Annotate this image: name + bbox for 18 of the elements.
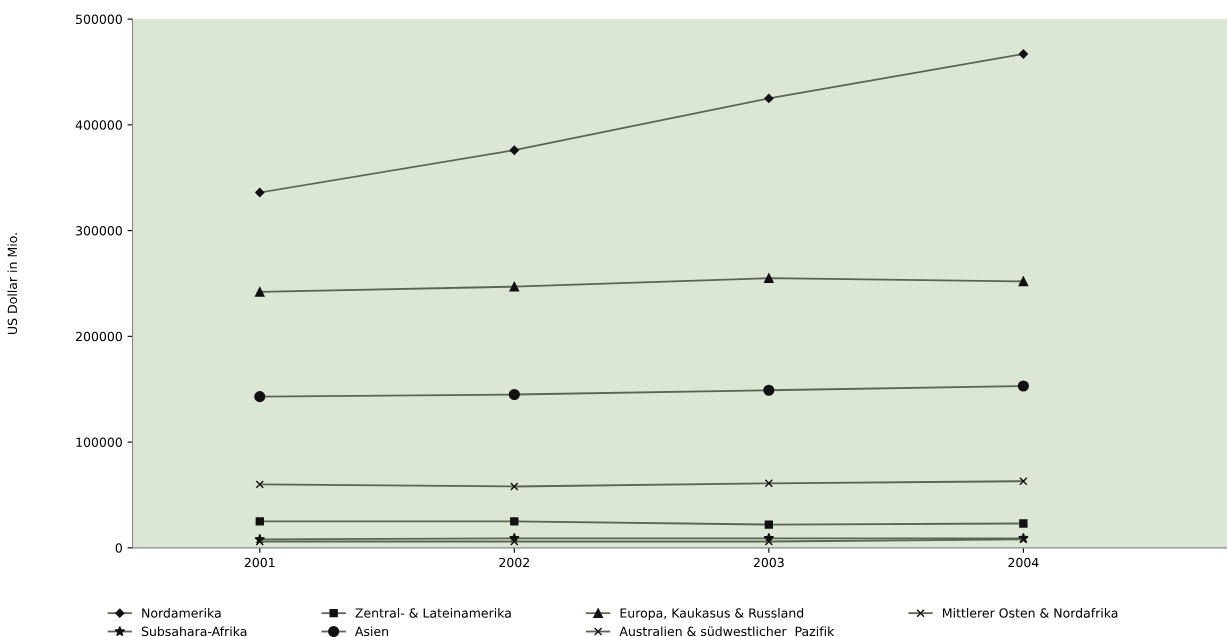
legend-label: Europa, Kaukasus & Russland (620, 608, 804, 621)
x-tick-label: 2003 (753, 557, 784, 568)
y-tick-label: 100000 (76, 437, 122, 447)
legend-label: Mittlerer Osten & Nordafrika (943, 608, 1118, 618)
y-axis-title: US Dollar in Mio. (7, 233, 18, 334)
y-tick-label: 400000 (75, 120, 122, 130)
legend-label: Australien & südwestlicher Pazifik (619, 626, 835, 637)
legend-label: Subsahara-Afrika (141, 626, 247, 637)
x-tick-label: 2004 (1008, 557, 1039, 568)
x-tick-label: 2002 (499, 557, 529, 568)
y-tick-label: 200000 (75, 331, 122, 342)
legend-label: Zentral- & Lateinamerika (355, 608, 511, 618)
x-tick-label: 2001 (244, 557, 275, 568)
y-tick-label: 0 (115, 543, 122, 553)
y-tick-label: 500000 (76, 14, 122, 25)
y-tick-label: 300000 (76, 226, 122, 236)
legend-label: Asien (355, 626, 388, 637)
legend-label: Nordamerika (142, 608, 221, 618)
